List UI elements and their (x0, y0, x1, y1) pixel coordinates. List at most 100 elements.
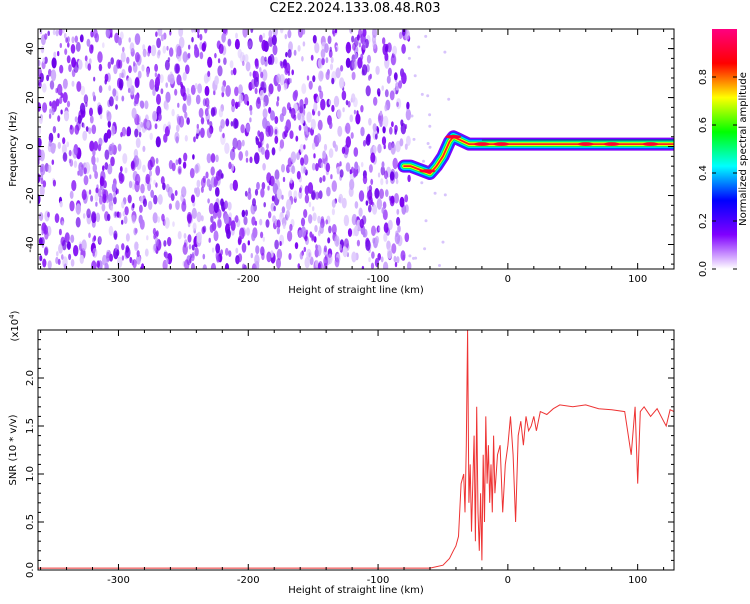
noise-blob (194, 83, 198, 90)
noise-blob (75, 217, 81, 228)
noise-blob (67, 42, 70, 48)
noise-blob (218, 107, 224, 118)
noise-blob (383, 232, 388, 242)
noise-blob (128, 180, 133, 189)
noise-blob (404, 143, 408, 150)
noise-blob (354, 201, 359, 209)
noise-blob (404, 124, 408, 130)
noise-blob (102, 165, 105, 172)
noise-blob (318, 85, 322, 93)
noise-blob (223, 57, 227, 65)
noise-blob (279, 241, 282, 246)
noise-blob (374, 188, 380, 199)
noise-blob (374, 133, 378, 140)
noise-blob (134, 180, 140, 193)
noise-blob (229, 183, 233, 191)
noise-blob (368, 75, 371, 81)
noise-blob (202, 253, 206, 260)
noise-blob (396, 256, 400, 264)
noise-blob (135, 137, 141, 148)
noise-blob (331, 180, 337, 192)
noise-blob (157, 29, 163, 37)
noise-blob (89, 107, 93, 117)
noise-blob (262, 32, 266, 39)
noise-blob (115, 95, 119, 102)
noise-blob (93, 141, 99, 151)
noise-blob (92, 148, 96, 157)
noise-blob (329, 63, 334, 71)
snr-y-multiplier-exponent: 4 (8, 314, 16, 319)
noise-blob (267, 55, 273, 65)
noise-blob (66, 241, 71, 250)
noise-blob (428, 124, 432, 128)
noise-blob (385, 178, 389, 185)
noise-blob (113, 230, 118, 240)
noise-blob (255, 135, 258, 142)
noise-blob (376, 88, 381, 96)
noise-blob (299, 251, 304, 260)
noise-blob (101, 203, 106, 212)
noise-blob (347, 100, 351, 108)
noise-blob (175, 159, 179, 166)
noise-blob (213, 90, 216, 96)
noise-blob (177, 231, 182, 240)
noise-blob (335, 47, 338, 52)
noise-blob (99, 176, 105, 187)
noise-blob (274, 239, 279, 250)
noise-blob (91, 155, 96, 165)
noise-blob (87, 63, 92, 71)
noise-blob (225, 85, 231, 97)
noise-blob (214, 52, 217, 59)
noise-blob (234, 215, 239, 223)
noise-blob (279, 74, 285, 86)
colorbar-ticks: 0.0 0.2 0.4 0.6 0.8 (698, 69, 737, 277)
noise-blob (383, 261, 389, 269)
noise-blob (315, 244, 318, 250)
noise-blob (44, 56, 48, 64)
noise-blob (360, 126, 365, 137)
spectrogram-y-axis-label: Frequency (Hz) (8, 111, 19, 187)
noise-blob (211, 247, 215, 253)
noise-blob (201, 42, 206, 52)
noise-blob (420, 181, 424, 185)
noise-blob (312, 75, 316, 83)
noise-blob (71, 80, 75, 87)
noise-blob (323, 143, 328, 151)
noise-blob (147, 182, 152, 192)
noise-blob (210, 153, 216, 163)
noise-blob (125, 245, 130, 253)
noise-blob (86, 208, 91, 219)
noise-blob (215, 154, 219, 163)
noise-blob (232, 137, 238, 150)
noise-blob (325, 57, 329, 64)
noise-blob (241, 209, 246, 218)
noise-blob (317, 119, 323, 131)
noise-blob (358, 42, 362, 48)
noise-blob (388, 195, 392, 201)
noise-blob (111, 182, 117, 193)
noise-blob (74, 124, 80, 135)
noise-blob (317, 110, 321, 117)
noise-blob (81, 239, 87, 251)
noise-blob (355, 113, 361, 125)
noise-blob (140, 121, 144, 128)
noise-blob (386, 75, 391, 84)
noise-blob (106, 129, 112, 139)
noise-blob (187, 234, 192, 243)
noise-blob (372, 204, 378, 215)
noise-blob (281, 206, 286, 214)
noise-blob (326, 69, 330, 76)
noise-blob (335, 67, 341, 79)
noise-blob (328, 148, 334, 159)
noise-blob (338, 193, 344, 204)
noise-blob (139, 204, 143, 213)
noise-blob (379, 188, 384, 199)
noise-blob (327, 253, 333, 265)
noise-blob (55, 98, 60, 107)
noise-blob (297, 29, 304, 38)
noise-blob (53, 51, 57, 58)
noise-blob (361, 265, 365, 269)
noise-blob (362, 41, 367, 50)
noise-blob (165, 91, 171, 103)
